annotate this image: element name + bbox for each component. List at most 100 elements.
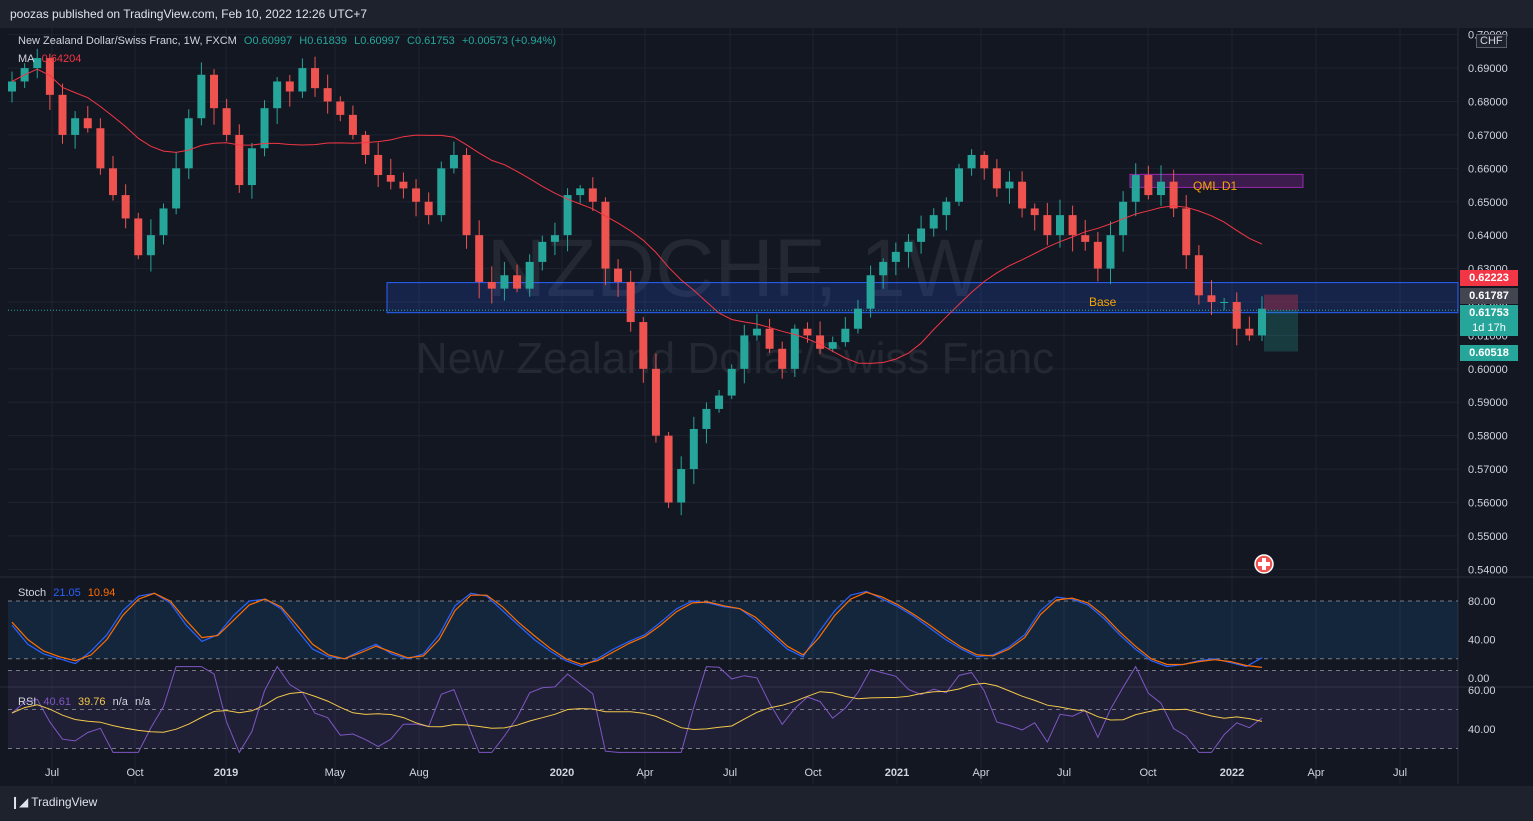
open-value: O0.60997 (243, 35, 293, 47)
stoch-d-line (11, 591, 1263, 668)
stoch-pane (8, 590, 1458, 668)
candle-body (475, 235, 484, 282)
position-tool[interactable] (8, 294, 1458, 352)
candle-body (1245, 328, 1254, 336)
candle-body (134, 218, 143, 256)
ma-legend: MA 0.64204 (18, 53, 85, 65)
chart-canvas[interactable]: NZDCHF, 1W New Zealand Dollar/Swiss Fran… (0, 28, 1533, 786)
watermark-ticker: NZDCHF, 1W (487, 223, 984, 314)
candle-body (816, 335, 825, 349)
price-tick-label: 0.65000 (1468, 197, 1508, 209)
candle-body (336, 101, 345, 115)
rsi-tick-label: 60.00 (1468, 685, 1496, 697)
candle-body (1156, 181, 1165, 196)
time-axis: Jul Oct 2019 May Aug 2020 Apr Jul Oct 2021 Apr Jul O… (45, 767, 1407, 779)
tradingview-logo[interactable]: ❙◢ TradingView (10, 795, 97, 809)
main-legend: New Zealand Dollar/Swiss Franc, 1W, FXCM… (18, 35, 560, 47)
candle-body (487, 281, 496, 289)
candle-body (954, 168, 963, 202)
moving-average-line (11, 68, 1263, 364)
price-tag-red: 0.62223 (1460, 270, 1518, 286)
candle-body (1182, 208, 1191, 256)
ma-label: MA (18, 53, 35, 65)
candle-body (576, 188, 585, 196)
stoch-legend: Stoch 21.05 10.94 (18, 587, 119, 599)
stoch-k-value: 21.05 (53, 587, 81, 599)
price-tick-label: 0.54000 (1468, 564, 1508, 576)
candle-body (235, 134, 244, 186)
candle-body (513, 275, 522, 289)
candle-body (790, 328, 799, 369)
candle-body (563, 195, 572, 236)
candle-body (1081, 235, 1090, 242)
candle-body (1144, 175, 1153, 196)
time-tick-label: Jul (723, 767, 737, 779)
candle-body (348, 114, 357, 135)
candle-body (677, 469, 686, 503)
candle-body (121, 195, 130, 219)
candle-body (1232, 302, 1241, 329)
candle-body (626, 281, 635, 323)
candle-body (1030, 208, 1039, 216)
candle-body (917, 228, 926, 242)
time-tick-label: 2022 (1220, 767, 1244, 779)
candle-body (828, 342, 837, 349)
countdown-tag: 1d 17h (1460, 320, 1518, 336)
price-tick-label: 0.57000 (1468, 464, 1508, 476)
candle-body (399, 181, 408, 189)
time-tick-label: Apr (1307, 767, 1324, 779)
currency-button[interactable]: CHF (1476, 34, 1507, 48)
publish-info-bar: poozas published on TradingView.com, Feb… (0, 0, 1533, 28)
price-tag-target: 0.60518 (1460, 345, 1518, 361)
qml-zone-label: QML D1 (1193, 179, 1238, 193)
rsi-na-1: n/a (112, 696, 128, 708)
stoch-tick-label: 80.00 (1468, 596, 1496, 608)
swiss-flag-icon[interactable] (1254, 554, 1274, 574)
price-tag-gray: 0.61787 (1460, 288, 1518, 304)
candle-body (715, 395, 724, 409)
price-tick-label: 0.59000 (1468, 397, 1508, 409)
price-tick-label: 0.69000 (1468, 63, 1508, 75)
stop-zone (1264, 294, 1298, 311)
time-tick-label: Apr (972, 767, 989, 779)
candle-body (1169, 181, 1178, 209)
candle-body (412, 188, 421, 202)
candle-body (500, 275, 509, 289)
candle-body (1055, 215, 1064, 236)
base-zone (386, 282, 1459, 314)
candle-body (614, 268, 623, 282)
price-tick-label: 0.60000 (1468, 364, 1508, 376)
candle-body (1068, 215, 1077, 236)
candle-body (146, 235, 155, 256)
footer-bar (0, 786, 1533, 821)
price-tick-label: 0.55000 (1468, 531, 1508, 543)
candle-body (1258, 308, 1266, 336)
stoch-d-value: 10.94 (87, 587, 116, 599)
time-tick-label: Oct (126, 767, 143, 779)
price-tick-label: 0.68000 (1468, 97, 1508, 109)
candle-body (247, 148, 256, 186)
rsi-legend: RSI 40.61 39.76 n/a n/a (18, 696, 154, 708)
candle-body (71, 118, 80, 135)
price-axis: 0.54000 0.55000 0.56000 0.57000 0.58000 0.590… (1468, 30, 1508, 736)
candle-body (33, 58, 42, 69)
price-tick-label: 0.56000 (1468, 497, 1508, 509)
candle-body (1194, 255, 1203, 296)
change-value: +0.00573 (+0.94%) (461, 35, 556, 47)
candle-body (841, 328, 850, 343)
candle-body (58, 94, 67, 135)
candle-body (184, 118, 193, 169)
high-value: H0.61839 (299, 35, 348, 47)
candle-body (853, 308, 862, 329)
candle-body (980, 154, 989, 169)
candle-body (83, 118, 92, 129)
candle-body (702, 408, 711, 429)
candle-body (197, 74, 206, 119)
candle-body (323, 88, 332, 102)
candle-body (374, 154, 383, 176)
price-tick-label: 0.66000 (1468, 163, 1508, 175)
candle-body (765, 328, 774, 349)
candle-body (803, 328, 812, 336)
candle-body (424, 201, 433, 216)
candle-body (727, 368, 736, 396)
